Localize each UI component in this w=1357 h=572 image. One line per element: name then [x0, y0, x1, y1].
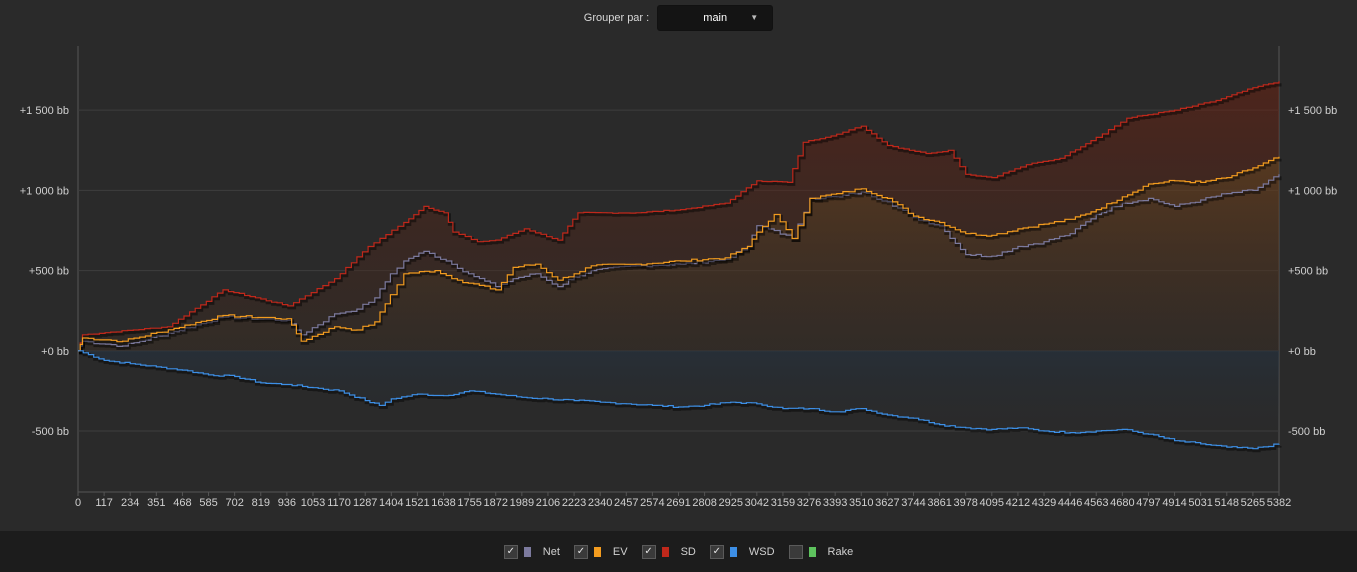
x-tick-label: 1404 [379, 497, 403, 509]
legend-checkbox-ev[interactable]: ✓ [573, 544, 588, 559]
legend-item-sd[interactable]: ✓ SD [641, 544, 696, 559]
x-tick-label: 5148 [1215, 497, 1239, 509]
x-tick-label: 1989 [510, 497, 534, 509]
wsd-area [78, 350, 1279, 449]
x-tick-label: 5382 [1267, 497, 1291, 509]
x-tick-label: 1521 [405, 497, 429, 509]
ev-area [78, 156, 1279, 351]
legend-label-sd: SD [680, 545, 696, 558]
x-tick-label: 4563 [1084, 497, 1108, 509]
y-tick-label-left: +1 000 bb [20, 185, 69, 197]
legend-label-wsd: WSD [748, 545, 775, 558]
legend-swatch-rake [808, 546, 816, 557]
series-line-ev [78, 156, 1280, 352]
x-tick-label: 1755 [457, 497, 481, 509]
x-tick-label: 2691 [666, 497, 690, 509]
legend-item-net[interactable]: ✓ Net [503, 544, 560, 559]
series-shadow-wsd [79, 351, 1282, 453]
x-tick-label: 2223 [562, 497, 586, 509]
x-tick-label: 819 [252, 497, 270, 509]
legend-swatch-wsd [729, 546, 737, 557]
x-tick-label: 3861 [927, 497, 951, 509]
series-shadow-net [79, 176, 1282, 355]
x-tick-label: 1872 [483, 497, 507, 509]
graph-chart: +1 500 bb +1 500 bb +1 000 bb +1 000 bb +500… [20, 46, 1337, 509]
legend-swatch-ev [593, 546, 601, 557]
x-tick-label: 3393 [823, 497, 847, 509]
x-tick-label: 2457 [614, 497, 638, 509]
legend-item-ev[interactable]: ✓ EV [573, 544, 628, 559]
y-tick-label-left: -500 bb [32, 426, 69, 438]
y-tick-label-left: +500 bb [29, 266, 69, 278]
x-tick-label: 4212 [1006, 497, 1030, 509]
caret-down-icon: ▼ [750, 13, 759, 22]
legend-swatch-net [523, 546, 531, 557]
x-tick-label: 3276 [797, 497, 821, 509]
x-tick-label: 1053 [301, 497, 325, 509]
legend-item-rake[interactable]: Rake [788, 544, 854, 559]
y-tick-label-right: +500 bb [1288, 266, 1328, 278]
x-tick-label: 2106 [536, 497, 560, 509]
legend-checkbox-rake[interactable] [788, 544, 803, 559]
x-tick-label: 1170 [327, 497, 351, 509]
x-tick-label: 3159 [771, 497, 795, 509]
x-tick-label: 936 [278, 497, 296, 509]
x-tick-label: 3042 [745, 497, 769, 509]
series-line-wsd [78, 350, 1280, 450]
x-tick-label: 4680 [1110, 497, 1134, 509]
x-tick-label: 702 [225, 497, 243, 509]
legend-label-ev: EV [612, 545, 628, 558]
x-tick-label: 2574 [640, 497, 664, 509]
x-tick-label: 5265 [1241, 497, 1265, 509]
legend-checkbox-wsd[interactable]: ✓ [709, 544, 724, 559]
group-by-value: main [703, 12, 728, 24]
y-tick-label-right: +0 bb [1288, 346, 1316, 358]
x-tick-label: 3744 [901, 497, 925, 509]
group-by-control: Grouper par : main ▼ [0, 0, 1357, 36]
series-legend: ✓ Net ✓ EV ✓ SD ✓ WSD Rake [0, 531, 1357, 572]
x-tick-label: 4095 [980, 497, 1004, 509]
legend-checkbox-sd[interactable]: ✓ [641, 544, 656, 559]
legend-checkbox-net[interactable]: ✓ [503, 544, 518, 559]
group-by-label: Grouper par : [583, 12, 650, 24]
legend-label-net: Net [542, 545, 560, 558]
series-line-sd [78, 81, 1280, 352]
series-line-net [78, 174, 1280, 352]
x-tick-label: 117 [95, 497, 113, 509]
x-tick-label: 4797 [1136, 497, 1160, 509]
x-tick-label: 585 [199, 497, 217, 509]
y-tick-label-right: +1 000 bb [1288, 185, 1337, 197]
x-tick-label: 0 [75, 497, 81, 509]
x-tick-label: 2925 [718, 497, 742, 509]
y-tick-label-right: -500 bb [1288, 426, 1325, 438]
x-tick-label: 4914 [1162, 497, 1186, 509]
legend-item-wsd[interactable]: ✓ WSD [709, 544, 775, 559]
x-tick-label: 5031 [1188, 497, 1212, 509]
x-tick-label: 4446 [1058, 497, 1082, 509]
x-tick-label: 2340 [588, 497, 612, 509]
legend-label-rake: Rake [827, 545, 854, 558]
series-shadow-sd [79, 83, 1282, 355]
x-tick-label: 3627 [875, 497, 899, 509]
x-tick-label: 3978 [953, 497, 977, 509]
y-tick-label-left: +1 500 bb [20, 105, 69, 117]
x-tick-label: 468 [173, 497, 191, 509]
x-tick-label: 1638 [431, 497, 455, 509]
x-tick-label: 234 [121, 497, 139, 509]
group-by-select[interactable]: main ▼ [657, 5, 774, 31]
x-tick-label: 351 [147, 497, 165, 509]
x-tick-label: 4329 [1032, 497, 1056, 509]
x-tick-label: 1287 [353, 497, 377, 509]
legend-swatch-sd [661, 546, 669, 557]
x-tick-label: 3510 [849, 497, 873, 509]
x-tick-label: 2808 [692, 497, 716, 509]
y-tick-label-left: +0 bb [41, 346, 69, 358]
y-tick-label-right: +1 500 bb [1288, 105, 1337, 117]
